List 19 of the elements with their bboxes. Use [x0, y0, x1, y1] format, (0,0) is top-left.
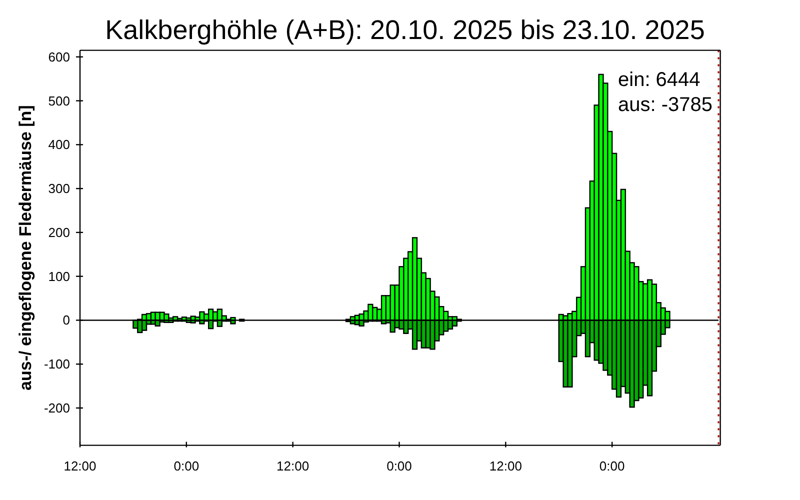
- y-tick-label: 200: [48, 224, 70, 240]
- y-tick-label: 500: [48, 93, 70, 108]
- y-tick-label: 0: [62, 312, 70, 328]
- x-tick-label: 12:00: [64, 458, 96, 474]
- y-tick-label: 300: [48, 181, 70, 196]
- y-tick-label: -200: [44, 400, 70, 416]
- y-tick-label: 600: [48, 49, 70, 64]
- x-tick-label: 0:00: [386, 458, 412, 474]
- chart-title: Kalkberghöhle (A+B): 20.10. 2025 bis 23.10. 2025: [105, 15, 705, 45]
- y-tick-label: -100: [44, 356, 70, 372]
- annotation: ein: 6444: [618, 69, 700, 91]
- x-tick-label: 0:00: [174, 458, 200, 474]
- y-axis-title: aus-/ eingeflogene Fledermäuse [n]: [16, 105, 35, 390]
- annotation: aus: -3785: [618, 94, 713, 116]
- y-tick-label: 400: [48, 137, 70, 152]
- x-tick-label: 0:00: [599, 458, 625, 474]
- x-tick-label: 12:00: [489, 458, 522, 474]
- x-tick-label: 12:00: [276, 458, 310, 474]
- y-tick-label: 100: [48, 268, 70, 284]
